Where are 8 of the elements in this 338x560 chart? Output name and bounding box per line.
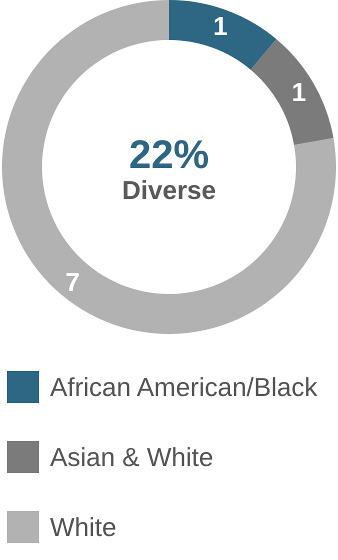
legend-label: African American/Black	[50, 372, 318, 402]
data-label: 1	[213, 11, 228, 42]
data-label: 1	[292, 77, 306, 107]
legend-label: White	[50, 512, 116, 542]
data-label: 7	[65, 266, 80, 297]
text: Diverse	[122, 175, 216, 205]
legend-label: Asian & White	[50, 442, 214, 472]
text: 22%	[128, 133, 210, 177]
